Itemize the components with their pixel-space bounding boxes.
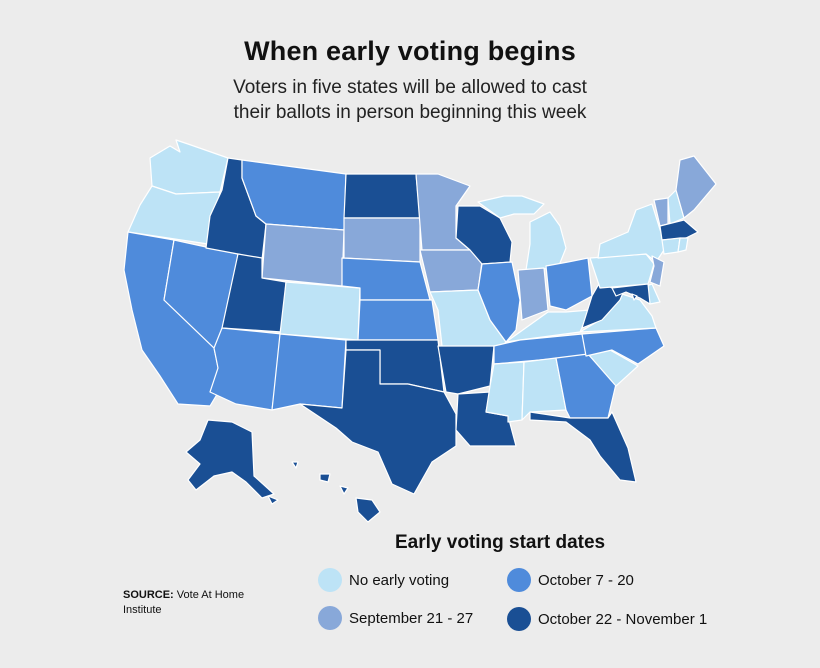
state-massachusetts (659, 219, 699, 241)
legend-swatch-september (318, 606, 342, 630)
state-connecticut (661, 237, 681, 255)
subtitle-line-2: their ballots in person beginning this w… (233, 102, 587, 123)
state-alabama (521, 357, 567, 421)
state-illinois (477, 261, 521, 343)
legend-swatch-october-22 (507, 607, 531, 631)
state-south-dakota (343, 217, 421, 263)
state-alaska (185, 419, 279, 505)
state-iowa (419, 249, 483, 293)
state-wyoming (261, 223, 345, 287)
state-colorado (279, 281, 361, 341)
state-arizona (209, 327, 283, 411)
legend-item-no-early-voting: No early voting (318, 567, 449, 593)
state-texas (299, 349, 457, 495)
map-title: When early voting begins (244, 36, 576, 66)
legend-item-september: September 21 - 27 (318, 605, 473, 631)
state-new-jersey (649, 255, 665, 287)
legend-item-october-7: October 7 - 20 (507, 567, 634, 593)
source-note: SOURCE: Vote At Home Institute (123, 588, 263, 618)
legend-label-october-22: October 22 - November 1 (538, 610, 708, 628)
state-maryland (611, 283, 651, 305)
state-hawaii (291, 461, 381, 523)
state-washington (149, 139, 229, 195)
state-indiana (517, 267, 549, 321)
subtitle-line-1: Voters in five states will be allowed to… (233, 77, 587, 98)
state-district-of-columbia (631, 293, 638, 301)
state-michigan (477, 195, 567, 271)
map-subtitle: Voters in five states will be allowed to… (160, 75, 660, 125)
legend-item-october-22: October 22 - November 1 (507, 606, 707, 632)
state-maine (675, 155, 717, 219)
legend-label-october-7: October 7 - 20 (538, 571, 634, 589)
state-new-mexico (271, 333, 347, 411)
state-pennsylvania (589, 253, 655, 289)
state-arkansas (437, 345, 495, 395)
source-label: SOURCE: (123, 589, 174, 601)
state-rhode-island (677, 237, 689, 253)
state-ohio (545, 257, 593, 311)
legend-label-september: September 21 - 27 (349, 609, 474, 627)
state-new-york (597, 203, 665, 263)
legend-label-no-early-voting: No early voting (349, 571, 450, 589)
state-kansas (357, 299, 439, 341)
legend-swatch-no-early-voting (318, 568, 342, 592)
state-florida (529, 411, 637, 483)
legend-swatch-october-7 (507, 568, 531, 592)
state-north-dakota (343, 173, 421, 219)
legend-title: Early voting start dates (395, 532, 606, 553)
source-text: Vote At Home Institute (123, 589, 245, 616)
